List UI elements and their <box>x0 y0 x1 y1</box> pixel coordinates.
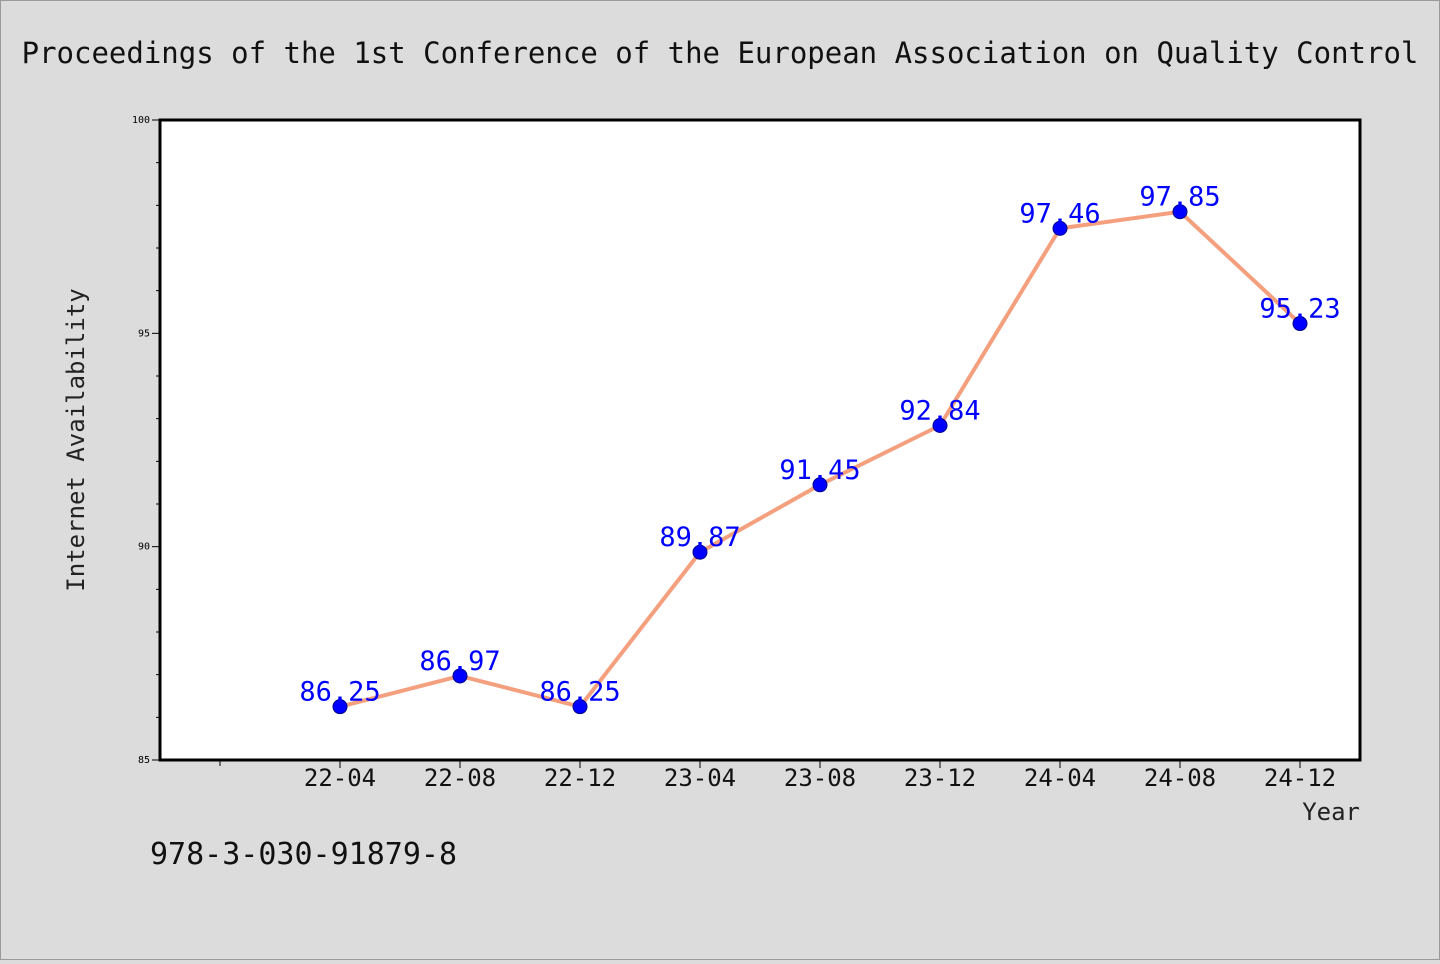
data-label: 95.23 <box>1259 294 1340 325</box>
data-label: 86.25 <box>299 677 380 708</box>
data-point <box>812 477 828 493</box>
data-labels-layer: 86.25 86.97 86.25 89.87 91.45 92.84 97.46 97.85… <box>299 182 1340 708</box>
y-tick-label: 85 <box>138 755 150 766</box>
data-point <box>332 699 348 715</box>
y-tick-label: 100 <box>132 115 150 126</box>
y-tick-label: 95 <box>138 328 150 339</box>
x-tick-label: 22-12 <box>544 764 616 792</box>
data-label: 91.45 <box>779 455 860 486</box>
x-tick-label: 23-04 <box>664 764 736 792</box>
data-point <box>1172 204 1188 220</box>
data-label: 86.25 <box>539 677 620 708</box>
x-tick-label: 23-08 <box>784 764 856 792</box>
plot-frame <box>158 118 1362 762</box>
x-tick-label: 22-08 <box>424 764 496 792</box>
data-point <box>1292 316 1308 332</box>
x-tick-label: 24-08 <box>1144 764 1216 792</box>
chart-title: Proceedings of the 1st Conference of the… <box>22 36 1419 70</box>
x-axis-ticks: 22-04 22-08 22-12 23-04 23-08 23-12 24-04 24-08… <box>219 760 1336 792</box>
footer-text: 978-3-030-91879-8 <box>150 837 457 872</box>
y-axis-label: Internet Availability <box>62 288 90 591</box>
x-axis-label: Year <box>1302 798 1360 826</box>
plot-area <box>160 120 1360 760</box>
y-axis-ticks: 85 90 95 100 <box>132 115 160 766</box>
x-tick-label: 24-04 <box>1024 764 1096 792</box>
data-point <box>572 699 588 715</box>
x-tick-label: 23-12 <box>904 764 976 792</box>
data-point <box>692 544 708 560</box>
data-label: 97.85 <box>1139 182 1220 213</box>
data-point <box>1052 220 1068 236</box>
data-label: 89.87 <box>659 522 740 553</box>
y-tick-label: 90 <box>138 542 150 553</box>
x-tick-label: 22-04 <box>304 764 376 792</box>
series-layer <box>332 204 1308 715</box>
data-label: 92.84 <box>899 395 980 426</box>
data-label: 86.97 <box>419 646 500 677</box>
x-tick-label: 24-12 <box>1264 764 1336 792</box>
data-point <box>452 668 468 684</box>
data-label: 97.46 <box>1019 198 1100 229</box>
data-point <box>932 417 948 433</box>
